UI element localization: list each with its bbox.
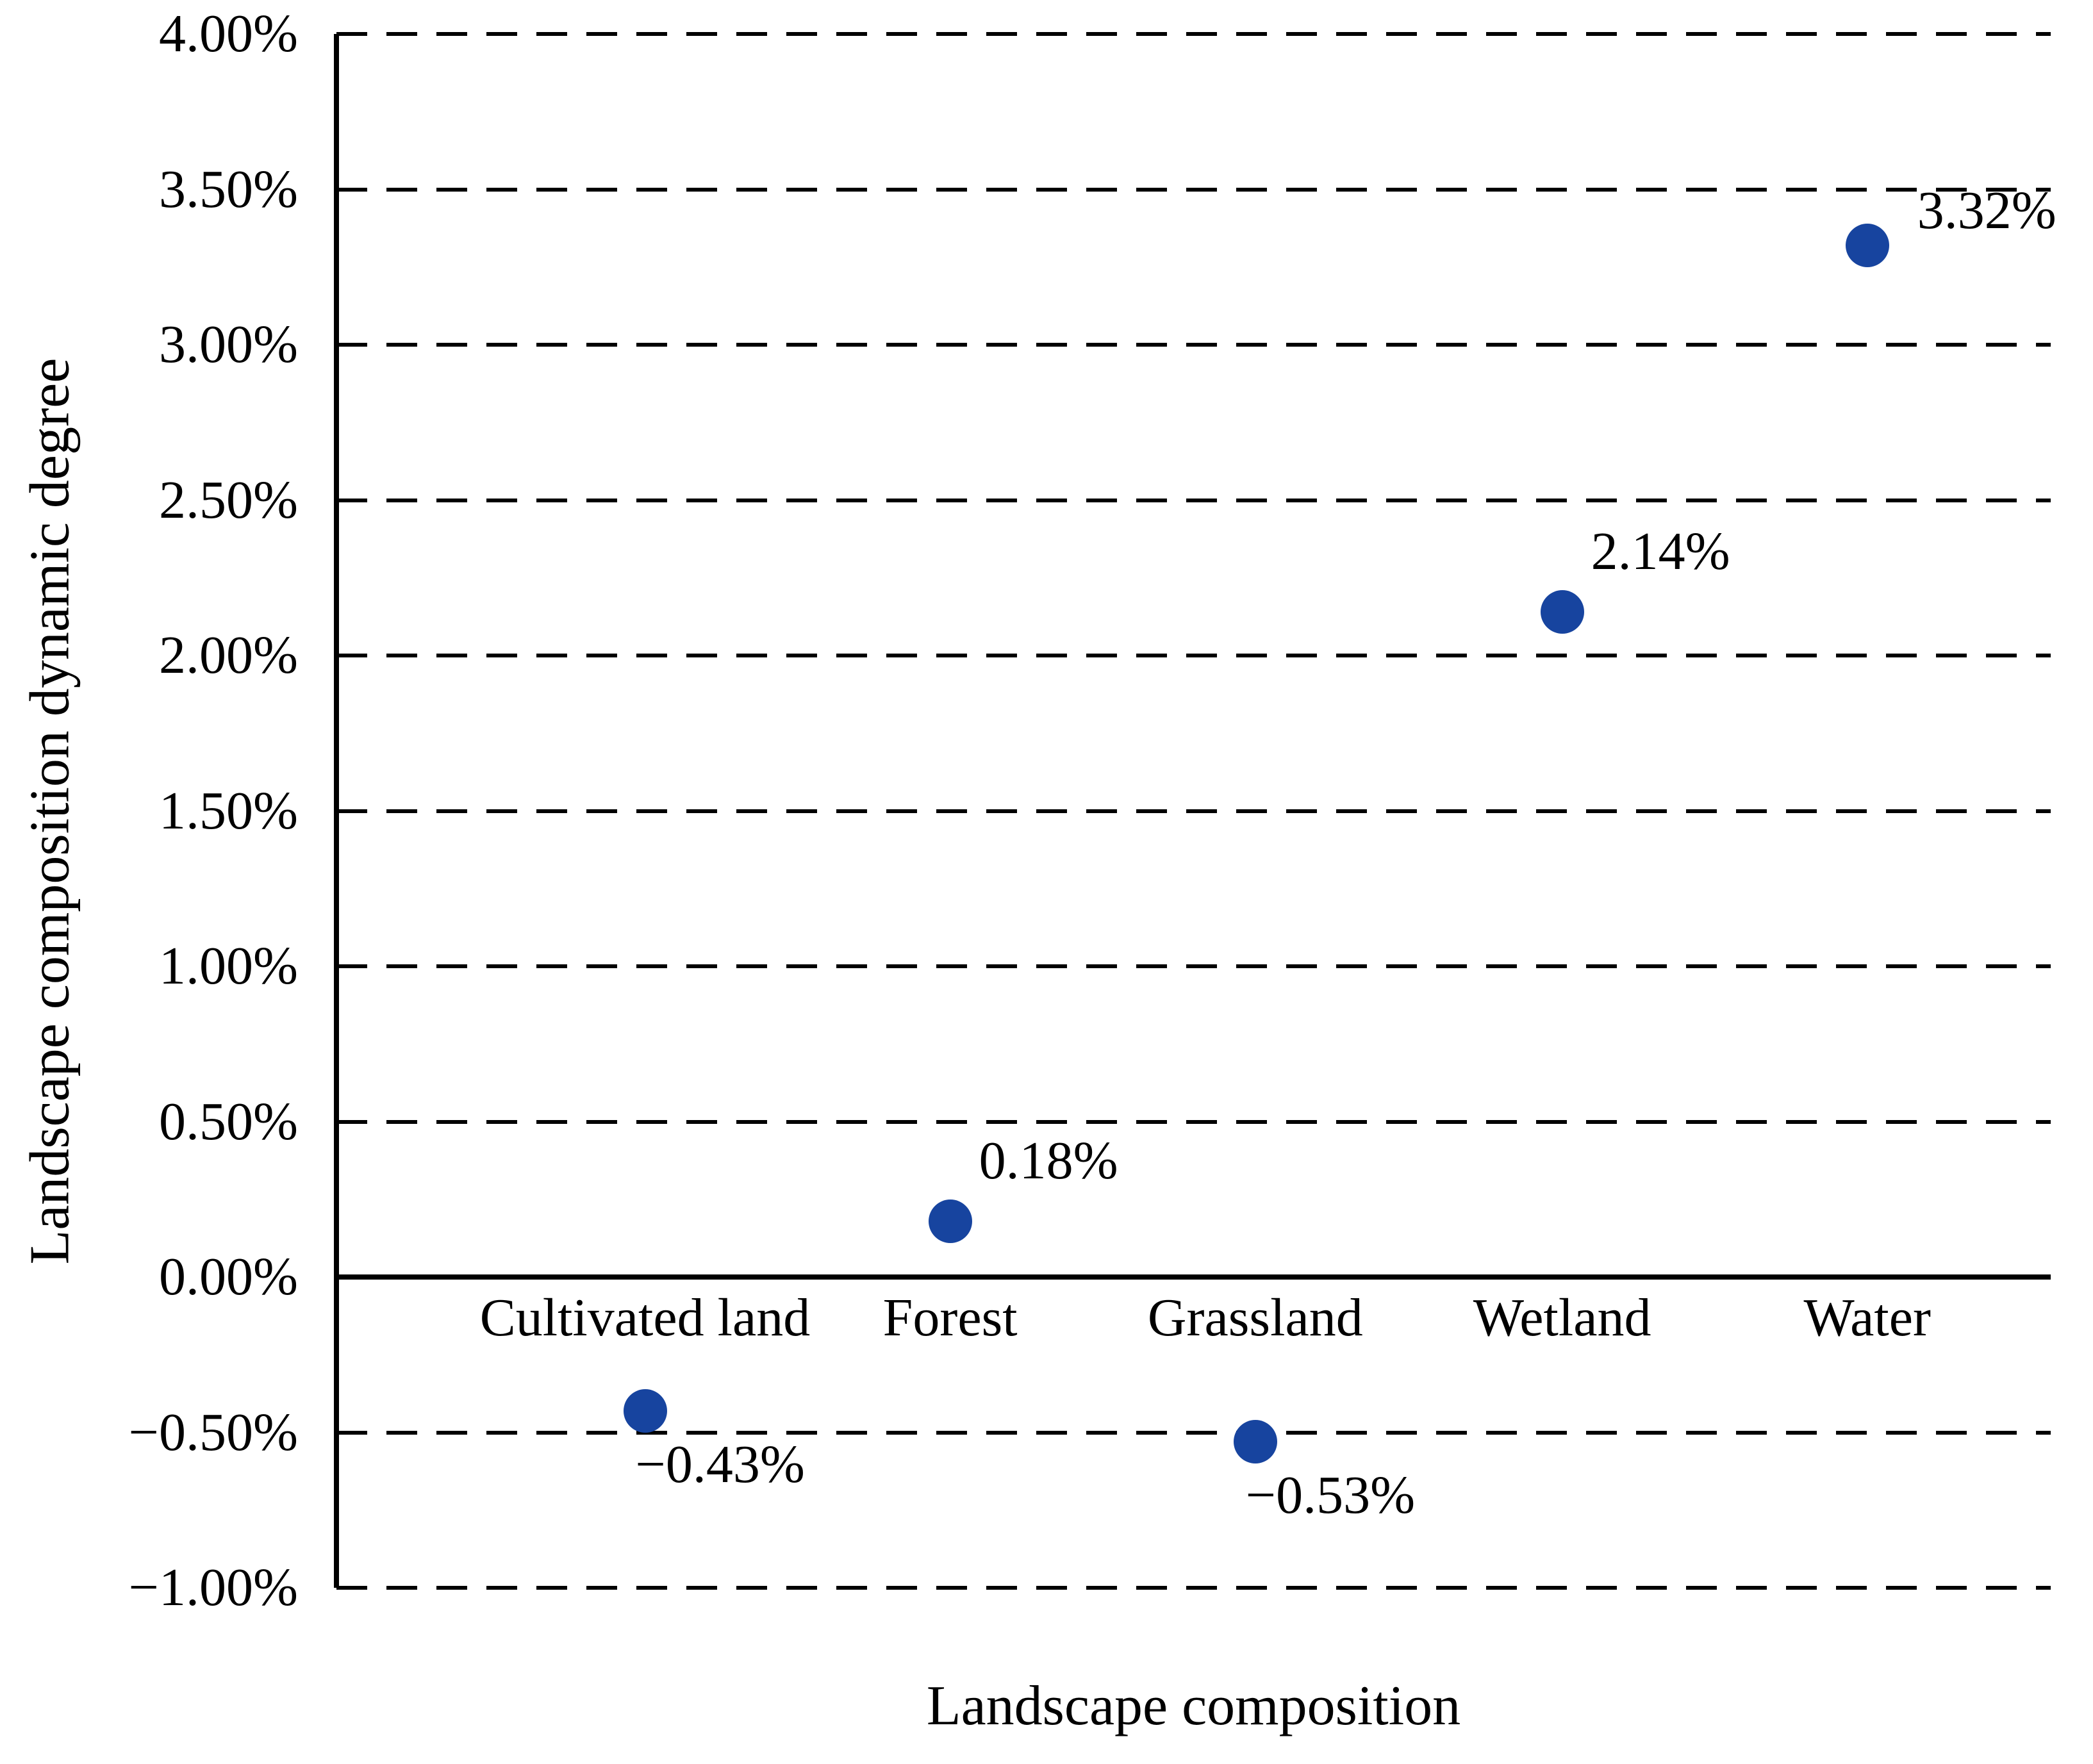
dashed-gridline <box>336 32 2051 36</box>
dashed-gridline <box>336 343 2051 347</box>
data-point-label: 3.32% <box>1917 180 2056 240</box>
dashed-gridline <box>336 654 2051 657</box>
x-category-label: Forest <box>882 1288 1018 1348</box>
y-tick-label: 2.50% <box>159 470 298 530</box>
dashed-gridline <box>336 498 2051 502</box>
dashed-gridline <box>336 1119 2051 1124</box>
y-tick-label: 3.00% <box>159 315 298 374</box>
data-point-label: −0.43% <box>635 1434 805 1494</box>
dashed-gridline <box>336 1586 2051 1590</box>
y-tick-label: 3.50% <box>159 159 298 219</box>
x-axis-title: Landscape composition <box>926 1675 1461 1737</box>
x-category-label: Grassland <box>1147 1288 1363 1348</box>
zero-gridline <box>336 1274 2051 1280</box>
y-tick-label: 1.00% <box>159 936 298 996</box>
data-point <box>1845 223 1889 267</box>
y-tick-label: −1.00% <box>128 1558 298 1617</box>
y-tick-label: 1.50% <box>159 780 298 841</box>
data-point <box>623 1389 667 1433</box>
data-point-label: −0.53% <box>1245 1465 1416 1526</box>
data-point <box>928 1199 972 1243</box>
data-point <box>1540 590 1584 634</box>
data-point <box>1233 1420 1277 1464</box>
dashed-gridline <box>336 1430 2051 1435</box>
y-tick-label: −0.50% <box>128 1402 298 1462</box>
y-axis-line <box>334 34 339 1588</box>
x-category-label: Wetland <box>1473 1288 1651 1348</box>
y-tick-label: 4.00% <box>159 4 298 63</box>
x-category-label: Cultivated land <box>479 1288 811 1348</box>
data-point-label: 0.18% <box>979 1130 1118 1191</box>
y-tick-label: 2.00% <box>159 625 298 685</box>
dashed-gridline <box>336 964 2051 968</box>
data-point-label: 2.14% <box>1591 522 1730 582</box>
dashed-gridline <box>336 187 2051 192</box>
y-tick-label: 0.00% <box>159 1247 298 1307</box>
dashed-gridline <box>336 809 2051 813</box>
y-tick-label: 0.50% <box>159 1091 298 1151</box>
x-category-label: Water <box>1803 1288 1931 1348</box>
